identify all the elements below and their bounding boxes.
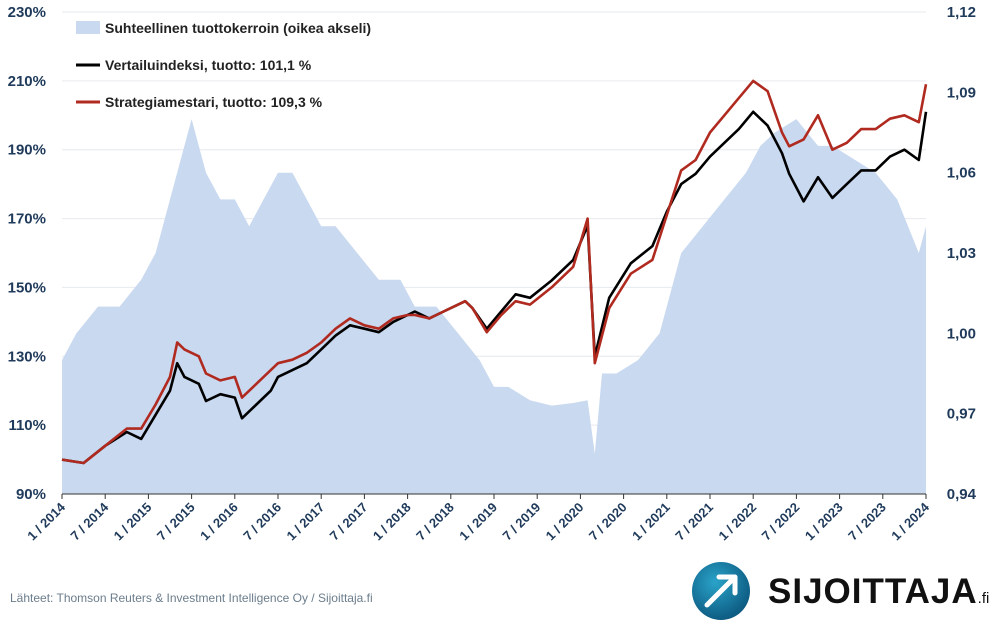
x-tick-label: 7 / 2023: [845, 500, 889, 544]
logo-name: SIJOITTAJA: [768, 572, 978, 611]
left-tick-label: 190%: [8, 142, 46, 159]
left-tick-label: 230%: [8, 4, 46, 21]
x-tick-label: 7 / 2021: [672, 500, 716, 544]
left-tick-label: 170%: [8, 211, 46, 228]
logo-text: SIJOITTAJA.fi: [768, 572, 989, 612]
left-tick-label: 210%: [8, 73, 46, 90]
x-tick-label: 1 / 2018: [370, 500, 414, 544]
x-tick-label: 7 / 2015: [154, 500, 198, 544]
line-layer: [61, 79, 928, 465]
x-tick-label: 7 / 2020: [586, 500, 630, 544]
x-tick-label: 1 / 2023: [802, 500, 846, 544]
right-tick-label: 1,03: [947, 245, 976, 262]
x-tick-label: 1 / 2016: [197, 500, 241, 544]
logo-arrow-icon: [692, 562, 750, 620]
x-tick-label: 7 / 2018: [413, 500, 457, 544]
left-tick-label: 110%: [8, 417, 46, 434]
left-tick-label: 130%: [8, 348, 46, 365]
x-tick-label: 1 / 2019: [456, 500, 500, 544]
left-tick-label: 150%: [8, 279, 46, 296]
legend: Suhteellinen tuottokerroin (oikea akseli…: [76, 20, 371, 110]
legend-swatch: [76, 21, 100, 34]
right-tick-label: 0,97: [947, 406, 976, 423]
chart: 90% 110% 130% 150% 170% 190% 210% 230% 0,94 0,97 1…: [8, 4, 977, 544]
source-note: Lähteet: Thomson Reuters & Investment In…: [10, 591, 373, 605]
x-tick-label: 1 / 2022: [715, 500, 759, 544]
area-layer: [62, 119, 926, 494]
x-tick-label: 1 / 2021: [629, 500, 673, 544]
x-tick-label: 7 / 2019: [499, 500, 543, 544]
x-tick-label: 1 / 2015: [111, 500, 155, 544]
left-tick-label: 90%: [16, 486, 46, 503]
x-tick-label: 7 / 2022: [759, 500, 803, 544]
right-tick-label: 1,00: [947, 325, 976, 342]
logo-suffix: .fi: [977, 590, 989, 607]
right-tick-label: 1,09: [947, 84, 976, 101]
x-tick-label: 1 / 2014: [24, 499, 68, 543]
x-tick-label: 1 / 2024: [888, 499, 932, 543]
x-tick-label: 1 / 2017: [283, 500, 327, 544]
legend-label: Vertailuindeksi, tuotto: 101,1 %: [105, 57, 312, 73]
area-series-relative-coefficient: [62, 119, 926, 494]
legend-label: Strategiamestari, tuotto: 109,3 %: [105, 94, 323, 110]
x-tick-label: 7 / 2017: [327, 500, 371, 544]
x-tick-label: 7 / 2016: [240, 500, 284, 544]
right-tick-label: 1,12: [947, 4, 976, 21]
right-tick-label: 0,94: [947, 486, 977, 503]
x-tick-label: 1 / 2020: [543, 500, 587, 544]
line-series-strategy: [61, 79, 928, 465]
right-tick-label: 1,06: [947, 165, 976, 182]
sijoittaja-logo[interactable]: SIJOITTAJA.fi: [692, 560, 989, 620]
x-tick-label: 7 / 2014: [67, 499, 111, 543]
legend-label: Suhteellinen tuottokerroin (oikea akseli…: [105, 20, 371, 36]
